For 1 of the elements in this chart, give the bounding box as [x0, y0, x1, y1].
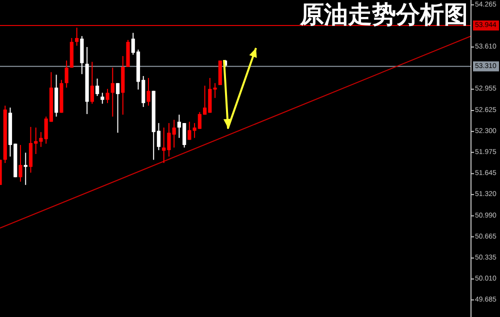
chart-title: 原油走势分析图 [299, 0, 468, 28]
